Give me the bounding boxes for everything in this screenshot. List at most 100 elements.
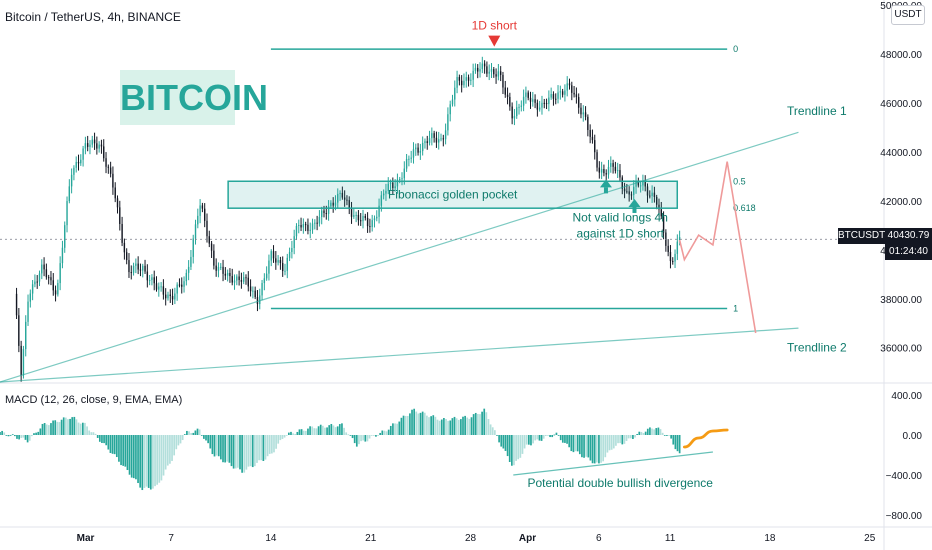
macd-histogram-bar — [179, 435, 182, 444]
time-tick-label: 25 — [864, 533, 876, 544]
currency-button[interactable]: USDT — [891, 5, 925, 25]
macd-histogram-bar — [107, 435, 110, 450]
candle-body — [229, 272, 231, 277]
price-tick-label: 38000.00 — [880, 295, 922, 306]
candle-body — [598, 167, 601, 173]
macd-histogram-bar — [154, 435, 156, 487]
candle-body — [132, 265, 135, 273]
macd-histogram-bar — [483, 408, 486, 435]
macd-histogram-bar — [578, 435, 581, 455]
candle-body — [20, 345, 22, 376]
macd-histogram-bar — [368, 435, 371, 439]
macd-histogram-bar — [470, 417, 473, 435]
candle-body — [502, 74, 504, 88]
candle-body — [612, 163, 614, 167]
time-tick-label: 28 — [465, 533, 477, 544]
last-price-value: 40430.79 — [887, 230, 930, 241]
macd-histogram-bar — [77, 422, 80, 435]
candle-body — [660, 209, 662, 217]
macd-histogram-bar — [264, 435, 267, 460]
long-arrow-icon — [599, 179, 612, 188]
candle-body — [499, 71, 502, 75]
macd-histogram-bar — [460, 419, 462, 435]
macd-histogram-bar — [190, 433, 192, 435]
macd-histogram-bar — [321, 425, 324, 435]
candle-body — [279, 260, 282, 264]
macd-tick-label: −800.00 — [886, 511, 923, 522]
candle-body — [676, 241, 679, 254]
candle-body — [424, 141, 426, 143]
macd-histogram-bar — [621, 435, 624, 445]
macd-histogram-bar — [383, 430, 386, 435]
macd-histogram-bar — [481, 411, 483, 435]
macd-histogram-bar — [226, 435, 229, 462]
candle-body — [142, 265, 144, 271]
time-tick-label: 21 — [365, 533, 377, 544]
candle-body — [538, 107, 541, 110]
macd-histogram-bar — [211, 435, 214, 455]
candle-body — [550, 94, 552, 98]
macd-histogram-bar — [47, 425, 50, 435]
candle-body — [47, 277, 50, 279]
candle-body — [190, 256, 192, 267]
macd-histogram-bar — [33, 433, 35, 435]
candle-body — [268, 260, 270, 274]
macd-histogram-bar — [587, 435, 590, 458]
macd-pane[interactable] — [0, 408, 681, 491]
macd-histogram-bar — [239, 435, 241, 470]
macd-histogram-bar — [94, 433, 97, 435]
candle-body — [148, 280, 151, 282]
macd-histogram-bar — [0, 432, 1, 435]
macd-histogram-bar — [663, 435, 666, 436]
candle-body — [662, 216, 665, 233]
macd-histogram-bar — [355, 435, 358, 447]
candle-body — [178, 284, 181, 286]
candle-body — [614, 166, 617, 171]
candle-body — [249, 286, 252, 292]
candle-body — [15, 293, 18, 316]
time-tick-label: 11 — [665, 533, 676, 544]
candle-body — [199, 205, 201, 216]
macd-histogram-bar — [585, 435, 588, 457]
candle-body — [529, 97, 532, 102]
macd-histogram-bar — [243, 435, 246, 473]
macd-histogram-bar — [375, 435, 377, 437]
candle-body — [486, 66, 488, 74]
macd-histogram-bar — [472, 414, 475, 435]
macd-tick-label: 400.00 — [891, 391, 922, 402]
candle-body — [169, 294, 171, 297]
macd-histogram-bar — [283, 435, 286, 438]
macd-histogram-bar — [525, 435, 528, 445]
macd-histogram-bar — [224, 435, 226, 463]
macd-histogram-bar — [672, 435, 675, 445]
price-pane[interactable] — [15, 56, 681, 382]
macd-histogram-bar — [247, 435, 250, 467]
macd-histogram-bar — [203, 435, 205, 439]
macd-histogram-bar — [5, 435, 8, 436]
macd-histogram-bar — [241, 435, 243, 473]
candle-body — [263, 278, 266, 284]
macd-histogram-bar — [370, 435, 373, 436]
macd-histogram-bar — [7, 435, 10, 437]
macd-histogram-bar — [175, 435, 178, 450]
macd-histogram-bar — [171, 435, 173, 461]
macd-indicator-title[interactable]: MACD (12, 26, close, 9, EMA, EMA) — [5, 394, 183, 406]
macd-histogram-bar — [113, 435, 116, 455]
candle-body — [98, 144, 100, 149]
macd-histogram-bar — [120, 435, 122, 466]
macd-histogram-bar — [92, 432, 95, 435]
candle-body — [373, 218, 376, 221]
macd-histogram-bar — [145, 435, 148, 487]
candle-body — [272, 251, 275, 259]
candle-body — [412, 149, 415, 158]
macd-histogram-bar — [22, 435, 25, 438]
macd-histogram-bar — [18, 435, 20, 440]
macd-histogram-bar — [651, 428, 653, 435]
macd-histogram-bar — [200, 435, 203, 436]
candle-body — [678, 237, 681, 242]
macd-histogram-bar — [574, 435, 577, 452]
macd-histogram-bar — [169, 435, 171, 464]
macd-histogram-bar — [260, 435, 263, 461]
candle-body — [323, 210, 325, 214]
